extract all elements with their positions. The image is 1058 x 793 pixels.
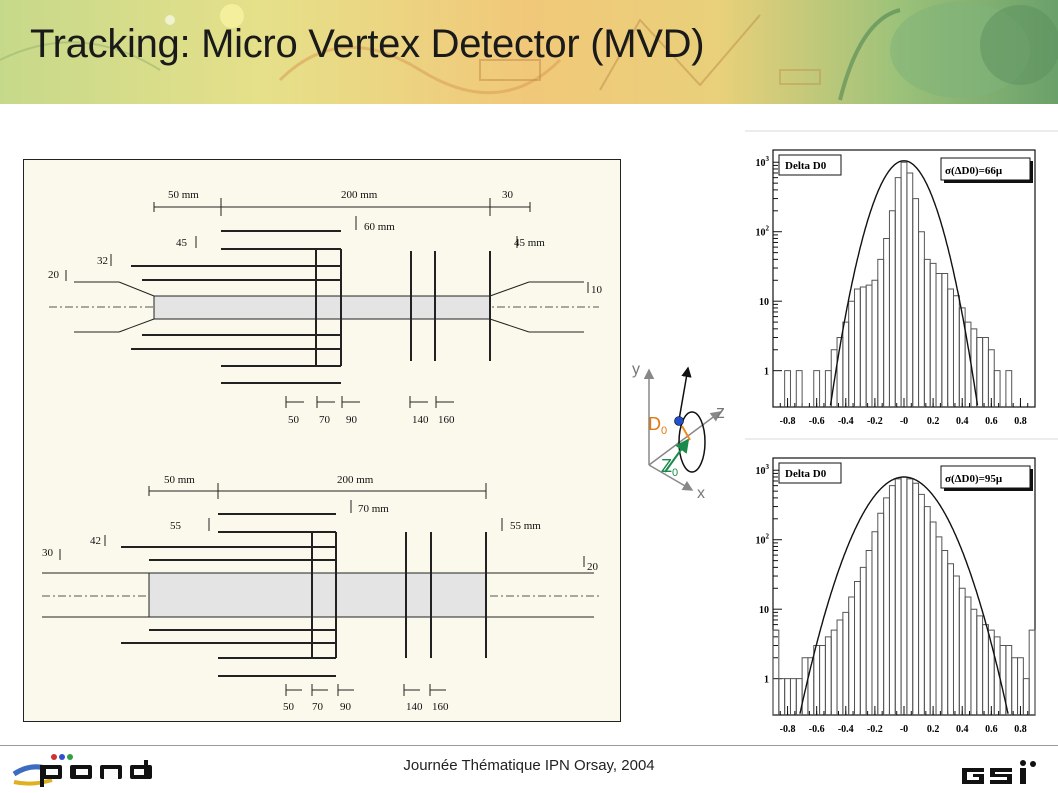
- gsi-logo: [960, 760, 1046, 786]
- histogram-svg: 1 10 102 103 -0.8 -0.6 -0.4 -0.2 -0 0.2 0.4 0.6 0.8 D…: [745, 438, 1058, 738]
- y-tick-label: 103: [756, 463, 770, 477]
- y-tick-label: 1: [764, 675, 769, 686]
- dim-label: 50 mm: [164, 474, 195, 486]
- footer-text: Journée Thématique IPN Orsay, 2004: [403, 757, 655, 774]
- dim-label: 20: [48, 269, 60, 281]
- axis-y-label: y: [632, 361, 640, 378]
- dim-label: 30: [502, 189, 514, 201]
- x-tick-label: -0.8: [780, 416, 796, 427]
- legend-box: [778, 462, 842, 484]
- x-tick-label: 0.2: [927, 724, 940, 735]
- disk-label: 140: [406, 701, 423, 713]
- x-tick-label: -0: [900, 724, 908, 735]
- coordinate-system-sketch: y z x D0 Z0: [630, 350, 742, 510]
- dim-label: 50 mm: [168, 189, 199, 201]
- y-tick-label: 10: [759, 605, 769, 616]
- x-tick-label: -0.2: [867, 416, 883, 427]
- d0-label: D0: [648, 414, 667, 437]
- dim-label: 60 mm: [364, 221, 395, 233]
- x-tick-label: -0: [900, 416, 908, 427]
- x-tick-label: -0.4: [838, 724, 854, 735]
- gsi-logo-mark: [962, 760, 1036, 784]
- x-tick-label: -0.6: [809, 724, 825, 735]
- y-tick-label: 102: [756, 533, 770, 547]
- dim-label: 45 mm: [514, 237, 545, 249]
- histogram-bin: [813, 370, 821, 407]
- histogram-delta-d0-bottom: 1 10 102 103 -0.8 -0.6 -0.4 -0.2 -0 0.2 0.4 0.6 0.8 D…: [745, 438, 1058, 738]
- x-tick-label: 0.2: [927, 416, 940, 427]
- stat-box-shadow: [1030, 469, 1033, 491]
- histogram-bin: [795, 370, 803, 407]
- gaussian-fit-curve: [829, 160, 979, 406]
- dim-label: 200 mm: [341, 189, 378, 201]
- x-tick-label: 0.4: [956, 416, 969, 427]
- x-tick-label: -0.2: [867, 724, 883, 735]
- histogram-svg: 1 10 102 103 -0.8 -0.6 -0.4 -0.2 -0 0.2 0.4 0.6 0.8 D…: [745, 130, 1058, 430]
- dim-label: 10: [591, 284, 603, 296]
- stat-box-shadow: [944, 180, 1033, 183]
- dim-label: 20: [587, 561, 599, 573]
- dim-label: 30: [42, 547, 54, 559]
- coordinate-system-svg: y z x D0 Z0: [632, 361, 725, 502]
- histogram-bin: [1005, 370, 1013, 407]
- dim-label: 32: [97, 255, 108, 267]
- x-tick-label: 0.8: [1014, 416, 1027, 427]
- histogram-title: Delta D0: [785, 160, 827, 172]
- mvd-layout-drawing: 50 mm 200 mm 30 60 mm 45 45 mm 32 20 10 …: [23, 159, 621, 722]
- stat-annotation: σ(ΔD0)=95μ: [945, 473, 1003, 485]
- slide-title: Tracking: Micro Vertex Detector (MVD): [30, 22, 705, 66]
- banner-background-art: [0, 2, 1058, 101]
- y-tick-label: 1: [764, 367, 769, 378]
- y-tick-label: 103: [756, 155, 770, 169]
- disk-label: 70: [312, 701, 324, 713]
- dim-label: 42: [90, 535, 101, 547]
- histogram-bin: [1028, 629, 1036, 715]
- axis-x-label: x: [697, 485, 705, 502]
- z0-label: Z0: [661, 456, 678, 479]
- disk-label: 140: [412, 414, 429, 426]
- dim-label: 55: [170, 520, 182, 532]
- histogram-delta-d0-top: 1 10 102 103 -0.8 -0.6 -0.4 -0.2 -0 0.2 0.4 0.6 0.8 D…: [745, 130, 1058, 430]
- x-tick-label: -0.4: [838, 416, 854, 427]
- dim-label: 200 mm: [337, 474, 374, 486]
- x-tick-label: 0.6: [985, 416, 998, 427]
- stat-annotation: σ(ΔD0)=66μ: [945, 165, 1003, 177]
- histogram-bin: [993, 370, 1001, 407]
- x-tick-label: 0.4: [956, 724, 969, 735]
- histogram-title: Delta D0: [785, 468, 827, 480]
- disk-label: 160: [438, 414, 455, 426]
- histogram-bin: [784, 370, 791, 407]
- dim-label: 45: [176, 237, 188, 249]
- stat-box-shadow: [944, 488, 1033, 491]
- panda-logo: [12, 752, 172, 788]
- dim-label: 70 mm: [358, 503, 389, 515]
- disk-label: 90: [340, 701, 352, 713]
- disk-label: 50: [283, 701, 295, 713]
- disk-label: 50: [288, 414, 300, 426]
- y-tick-label: 10: [759, 297, 769, 308]
- title-banner: Tracking: Micro Vertex Detector (MVD): [0, 0, 1058, 104]
- disk-label: 70: [319, 414, 331, 426]
- gaussian-fit-curve: [799, 476, 1009, 714]
- x-tick-label: -0.8: [780, 724, 796, 735]
- disk-label: 90: [346, 414, 358, 426]
- stat-box-shadow: [1030, 161, 1033, 183]
- x-tick-label: 0.8: [1014, 724, 1027, 735]
- panda-logo-mark: [12, 754, 152, 787]
- footer-divider: [0, 745, 1058, 746]
- legend-box: [778, 154, 842, 176]
- axis-z-label: z: [716, 402, 725, 422]
- x-tick-label: -0.6: [809, 416, 825, 427]
- histogram-bin: [772, 629, 780, 715]
- mvd-layout-svg: 50 mm 200 mm 30 60 mm 45 45 mm 32 20 10 …: [42, 189, 603, 713]
- disk-label: 160: [432, 701, 449, 713]
- y-tick-label: 102: [756, 225, 770, 239]
- x-tick-label: 0.6: [985, 724, 998, 735]
- dim-label: 55 mm: [510, 520, 541, 532]
